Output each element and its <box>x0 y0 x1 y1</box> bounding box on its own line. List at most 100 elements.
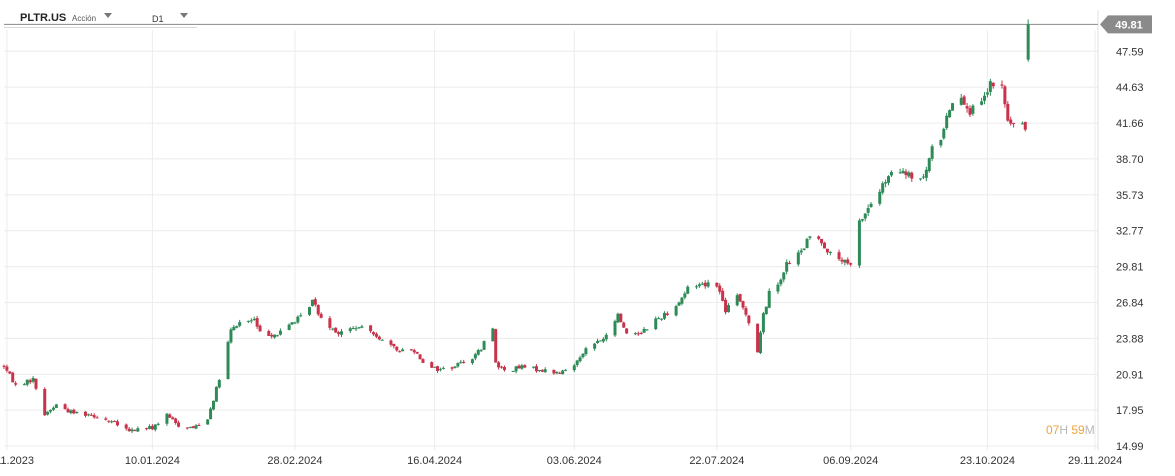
candle-body <box>1009 119 1013 124</box>
candle-body <box>316 304 320 315</box>
candle-body <box>273 334 277 338</box>
candle <box>462 359 466 364</box>
candle-body <box>919 178 923 180</box>
candle <box>738 293 742 302</box>
candle-body <box>75 411 79 414</box>
candle <box>514 365 518 374</box>
candle-body <box>124 424 128 429</box>
candle <box>622 321 626 329</box>
candle <box>747 314 751 326</box>
date-tick-label: 06.09.2024 <box>823 455 878 467</box>
candle <box>584 346 588 356</box>
countdown-minutes-unit: M <box>1084 423 1095 437</box>
candlestick-series <box>2 19 1030 434</box>
candle <box>2 364 6 370</box>
candle-body <box>823 242 826 249</box>
candle <box>491 327 495 342</box>
candle-body <box>209 408 213 420</box>
candle-body <box>808 236 812 238</box>
candle <box>694 284 698 290</box>
candle <box>636 331 640 336</box>
candle-body <box>575 360 579 366</box>
interval-selector[interactable]: D1 <box>152 14 164 24</box>
candle-body <box>418 354 422 360</box>
candle-body <box>738 294 742 302</box>
candle-body <box>197 425 201 427</box>
candle <box>174 417 178 425</box>
candle <box>360 324 364 329</box>
candle <box>171 416 175 420</box>
candle <box>1009 116 1013 126</box>
candle <box>374 332 378 339</box>
candle-body <box>860 219 864 221</box>
candle <box>372 331 376 337</box>
candle <box>697 282 701 288</box>
candle-body <box>276 335 279 337</box>
candle-body <box>747 315 751 324</box>
candle <box>578 355 582 363</box>
candle-body <box>171 417 175 420</box>
candle-body <box>185 427 189 429</box>
candle <box>642 326 646 333</box>
candle <box>95 415 99 419</box>
candle-body <box>229 329 233 343</box>
candle <box>564 369 568 372</box>
candle-body <box>54 404 58 408</box>
candle-body <box>287 324 291 330</box>
date-tick-label: 10.01.2024 <box>125 455 180 467</box>
candle-body <box>1012 123 1016 125</box>
candle <box>89 413 93 416</box>
candle <box>398 350 402 353</box>
candle-body <box>724 299 728 313</box>
candle <box>517 364 521 369</box>
date-tick-label: 29.11.2024 <box>1068 455 1122 467</box>
candle-body <box>430 362 434 368</box>
candle <box>532 366 536 369</box>
candle-body <box>165 413 169 424</box>
date-axis[interactable]: 21.11.2023 10.01.2024 28.02.2024 16.04.2024… <box>0 455 1122 467</box>
candle <box>54 403 58 409</box>
candle-body <box>409 349 413 351</box>
candle <box>238 319 242 328</box>
candle <box>8 371 12 374</box>
symbol-selector[interactable]: PLTR.US <box>20 12 67 24</box>
candle <box>252 316 256 321</box>
candle-body <box>680 297 684 304</box>
candle-body <box>665 313 669 316</box>
candle <box>476 348 480 356</box>
candle <box>633 332 637 336</box>
candle <box>235 325 239 329</box>
candle <box>758 330 762 355</box>
candle <box>459 359 463 364</box>
candle <box>820 238 824 246</box>
candle <box>619 313 623 323</box>
candle-body <box>674 306 678 316</box>
candle-body <box>11 372 15 383</box>
candle <box>14 381 18 387</box>
candle <box>43 387 47 416</box>
candle-body <box>494 329 498 363</box>
candle-body <box>436 366 440 371</box>
candle <box>887 175 891 186</box>
candle <box>229 327 233 344</box>
candle <box>849 262 853 267</box>
chevron-down-icon[interactable] <box>104 13 112 18</box>
candle-body <box>462 361 466 363</box>
candle <box>1026 19 1030 62</box>
candle <box>1003 84 1007 108</box>
candle-body <box>51 407 55 410</box>
candle-body <box>985 92 989 95</box>
price-axis[interactable]: 14.99 17.95 20.91 23.88 26.84 29.81 32.77 35.73… <box>1116 46 1144 453</box>
candle <box>788 260 792 265</box>
candle-body <box>415 351 419 354</box>
candle-body <box>441 367 445 369</box>
candle <box>561 369 565 375</box>
candle <box>127 426 131 432</box>
candle-body <box>613 321 617 336</box>
candle-body <box>278 330 282 335</box>
candle-body <box>683 293 687 298</box>
chevron-down-icon[interactable] <box>180 13 188 18</box>
candle <box>802 248 806 251</box>
candle-body <box>744 308 748 315</box>
